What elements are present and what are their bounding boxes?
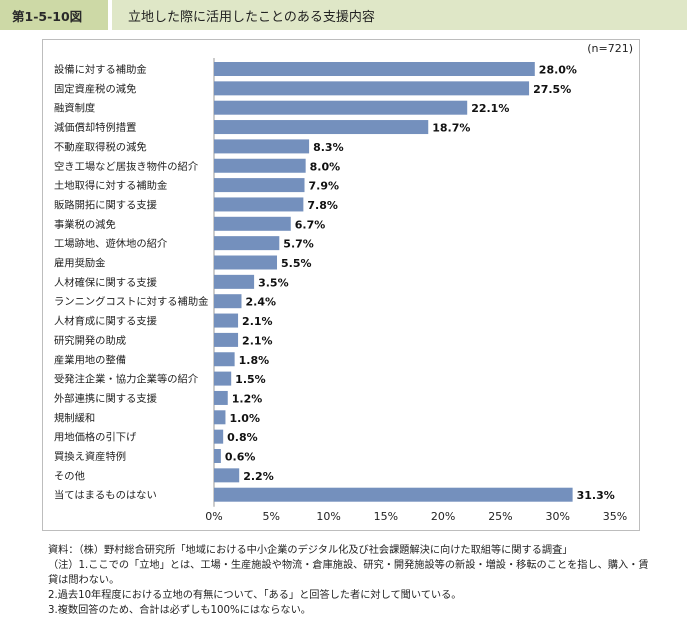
bar [214,371,232,386]
value-label: 3.5% [258,276,289,289]
category-label: 当てはまるものはない [54,489,157,502]
bar [214,332,239,347]
category-label: 設備に対する補助金 [54,63,147,76]
bar [214,294,242,309]
note-1-line-2: 貸は問わない。 [48,575,120,586]
x-tick-label: 0% [205,510,222,523]
category-label: 空き工場など居抜き物件の紹介 [54,160,199,173]
bar [214,468,240,483]
bar [214,449,221,463]
category-label: 研究開発の助成 [54,334,126,347]
bar [214,236,280,251]
bar [214,100,468,115]
value-label: 2.4% [245,296,276,309]
category-label: 外部連携に関する支援 [54,392,157,405]
x-tick-label: 10% [316,510,340,523]
value-label: 22.1% [471,102,509,115]
category-label: 産業用地の整備 [54,353,126,366]
category-label: 受発注企業・協力企業等の紹介 [54,373,199,386]
value-label: 0.8% [227,431,258,444]
category-label: 販路開拓に関する支援 [54,198,157,211]
bar [214,487,573,502]
bar [214,158,306,173]
category-label: その他 [54,469,85,482]
value-label: 7.9% [309,180,340,193]
bar [214,390,228,405]
category-label: 工場跡地、遊休地の紹介 [54,237,168,250]
category-label: 雇用奨励金 [54,257,105,270]
value-label: 8.3% [313,141,344,154]
category-label: 人材確保に関する支援 [54,276,157,289]
x-tick-label: 30% [545,510,569,523]
x-tick-label: 20% [431,510,455,523]
value-label: 1.2% [232,392,263,405]
category-label: 買換え資産特例 [54,450,126,463]
value-label: 5.7% [283,238,314,251]
x-tick-label: 5% [263,510,280,523]
bar [214,352,235,367]
source-note: 資料：（株）野村総合研究所「地域における中小企業のデジタル化及び社会課題解決に向… [48,545,573,556]
value-label: 18.7% [432,122,470,135]
bar [214,274,255,289]
category-label: 用地価格の引下げ [54,431,137,444]
value-label: 0.6% [225,451,256,464]
category-label: 融資制度 [54,102,95,115]
bar [214,429,224,444]
category-label: 土地取得に対する補助金 [54,179,167,192]
bar [214,178,305,193]
bar [214,216,291,231]
note-1-line-1: （注）1.ここでの「立地」とは、工場・生産施設や物流・倉庫施設、研究・開発施設等… [48,560,649,571]
figure-header: 第1-5-10図 立地した際に活用したことのある支援内容 [0,0,687,30]
bar-chart: (n=721) 設備に対する補助金 28.0% 固定資産税の減免 27.5% 融資制度 22… [54,42,633,523]
category-label: 人材育成に関する支援 [54,315,157,328]
bar [214,313,239,328]
category-label: ランニングコストに対する補助金 [54,295,208,308]
bar [214,410,226,425]
value-label: 1.0% [229,412,260,425]
category-label: 規制緩和 [54,411,95,424]
category-label: 不動産取得税の減免 [54,140,147,153]
category-label: 固定資産税の減免 [54,82,136,95]
x-tick-label: 25% [488,510,512,523]
bar [214,139,310,154]
value-label: 1.8% [239,354,270,367]
bar [214,62,535,76]
bar [214,120,429,135]
value-label: 31.3% [577,489,615,502]
value-label: 8.0% [310,160,341,173]
value-label: 27.5% [533,83,571,96]
value-label: 5.5% [281,257,312,270]
sample-size-label: (n=721) [587,42,633,55]
value-label: 28.0% [539,64,577,77]
bar [214,255,278,270]
note-2: 2.過去10年程度における立地の有無について、「ある」と回答した者に対して聞いて… [48,590,462,601]
value-label: 2.1% [242,315,273,328]
value-label: 2.1% [242,334,273,347]
category-label: 事業税の減免 [54,218,116,231]
notes: 資料：（株）野村総合研究所「地域における中小企業のデジタル化及び社会課題解決に向… [48,543,678,618]
bar [214,197,304,212]
value-label: 6.7% [295,218,326,231]
x-tick-label: 15% [374,510,398,523]
bar [214,81,530,96]
value-label: 2.2% [243,470,274,483]
figure-title: 立地した際に活用したことのある支援内容 [128,9,375,25]
chart-frame: (n=721) 設備に対する補助金 28.0% 固定資産税の減免 27.5% 融資制度 22… [42,39,640,531]
category-label: 減価償却特例措置 [54,121,136,134]
note-3: 3.複数回答のため、合計は必ずしも100%にはならない。 [48,605,311,616]
value-label: 7.8% [307,199,338,212]
value-label: 1.5% [235,373,266,386]
x-tick-label: 35% [603,510,627,523]
figure-number: 第1-5-10図 [0,0,112,30]
